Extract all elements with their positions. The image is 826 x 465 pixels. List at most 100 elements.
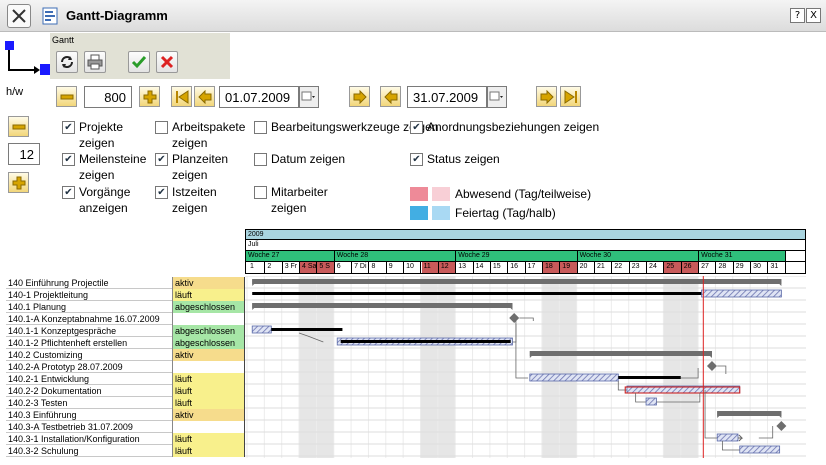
checkbox[interactable]: ✔ bbox=[62, 186, 75, 199]
task-row[interactable]: 140-1 Projektleitung läuft bbox=[6, 289, 245, 301]
start-date-input[interactable]: 01.07.2009 bbox=[219, 86, 299, 108]
close-small-button[interactable]: X bbox=[806, 8, 821, 23]
day-header: 22 bbox=[612, 262, 630, 273]
width-increase-button[interactable] bbox=[139, 86, 160, 107]
day-header: 26 bbox=[681, 262, 700, 273]
task-row[interactable]: 140.2-1 Entwicklung läuft bbox=[6, 373, 245, 385]
option-7[interactable]: Datum zeigen bbox=[254, 151, 346, 167]
width-input[interactable]: 800 bbox=[84, 86, 132, 108]
task-row[interactable]: 140.1-1 Konzeptgespräche abgeschlossen bbox=[6, 325, 245, 337]
option-label: Planzeiten zeigen bbox=[172, 152, 229, 182]
next-start-button[interactable] bbox=[349, 86, 370, 107]
task-row[interactable]: 140.3-1 Installation/Konfiguration läuft bbox=[6, 433, 245, 445]
help-button[interactable]: ? bbox=[790, 8, 805, 23]
start-date-picker[interactable] bbox=[299, 86, 319, 108]
arrow-left-icon bbox=[383, 89, 397, 104]
option-label: Mitarbeiter zeigen bbox=[271, 185, 328, 215]
option-label: Vorgänge anzeigen bbox=[79, 185, 131, 215]
prev-end-button[interactable] bbox=[380, 86, 401, 107]
summary-end bbox=[509, 303, 513, 310]
option-0[interactable]: ✔ Projekte zeigen bbox=[62, 119, 154, 151]
checkbox[interactable]: ✔ bbox=[410, 153, 423, 166]
day-header: 6 bbox=[334, 262, 353, 273]
option-6[interactable]: Bearbeitungswerkzeuge zeigen bbox=[254, 119, 454, 135]
day-header: 9 bbox=[386, 262, 405, 273]
task-row[interactable]: 140.2 Customizing aktiv bbox=[6, 349, 245, 361]
checkbox[interactable] bbox=[254, 121, 267, 134]
width-decrease-button[interactable] bbox=[56, 86, 77, 107]
window-title: Gantt-Diagramm bbox=[66, 8, 168, 23]
checkbox[interactable]: ✔ bbox=[155, 186, 168, 199]
checkbox[interactable]: ✔ bbox=[410, 121, 423, 134]
arrow-right-icon bbox=[540, 89, 554, 104]
plan-bar bbox=[251, 325, 272, 334]
option-4[interactable]: ✔ Planzeiten zeigen bbox=[155, 151, 247, 183]
checkbox[interactable]: ✔ bbox=[62, 153, 75, 166]
calendar-dropdown-icon bbox=[489, 91, 503, 101]
height-increase-button[interactable] bbox=[8, 172, 29, 193]
dependency-line bbox=[519, 317, 534, 321]
weekend-shade bbox=[680, 276, 699, 458]
prev-button[interactable] bbox=[194, 86, 215, 107]
day-header: 19 bbox=[560, 262, 578, 273]
end-date-picker[interactable] bbox=[487, 86, 507, 108]
print-button[interactable] bbox=[84, 51, 106, 73]
option-2[interactable]: ✔ Vorgänge anzeigen bbox=[62, 184, 154, 216]
task-name: 140.3 Einführung bbox=[6, 409, 173, 421]
dependency-line bbox=[298, 332, 324, 343]
task-status: abgeschlossen bbox=[173, 337, 245, 349]
task-name: 140.2 Customizing bbox=[6, 349, 173, 361]
option-3[interactable]: Arbeitspakete zeigen bbox=[155, 119, 247, 151]
cancel-button[interactable] bbox=[156, 51, 178, 73]
option-9[interactable]: ✔ Anordnungsbeziehungen zeigen bbox=[410, 119, 610, 135]
checkbox[interactable] bbox=[155, 121, 168, 134]
milestone bbox=[706, 361, 717, 371]
task-row[interactable]: 140 Einführung Projectile aktiv bbox=[6, 277, 245, 289]
task-row[interactable]: 140.3-A Testbetrieb 31.07.2009 bbox=[6, 421, 245, 433]
day-header: 27 bbox=[699, 262, 717, 273]
task-row[interactable]: 140.3-2 Schulung läuft bbox=[6, 445, 245, 457]
gantt-window-icon bbox=[40, 6, 60, 26]
first-button[interactable] bbox=[171, 86, 192, 107]
next-button[interactable] bbox=[536, 86, 557, 107]
option-5[interactable]: ✔ Istzeiten zeigen bbox=[155, 184, 247, 216]
checkbox[interactable] bbox=[254, 153, 267, 166]
dependency-line bbox=[656, 393, 701, 403]
dependency-line bbox=[721, 441, 740, 451]
day-header: 16 bbox=[508, 262, 526, 273]
absent-full-swatch bbox=[410, 187, 428, 201]
weekend-shade bbox=[316, 276, 334, 458]
last-button[interactable] bbox=[560, 86, 581, 107]
day-header: 11 bbox=[421, 262, 439, 273]
dependency-line bbox=[758, 426, 774, 439]
task-row[interactable]: 140.2-3 Testen läuft bbox=[6, 397, 245, 409]
task-row[interactable]: 140.1 Planung abgeschlossen bbox=[6, 301, 245, 313]
confirm-button[interactable] bbox=[128, 51, 150, 73]
option-1[interactable]: ✔ Meilensteine zeigen bbox=[62, 151, 154, 183]
option-label: Anordnungsbeziehungen zeigen bbox=[427, 120, 600, 134]
close-window-button[interactable] bbox=[7, 4, 31, 28]
task-status: abgeschlossen bbox=[173, 325, 245, 337]
task-row[interactable]: 140.1-A Konzeptabnahme 16.07.2009 bbox=[6, 313, 245, 325]
checkbox[interactable]: ✔ bbox=[155, 153, 168, 166]
option-8[interactable]: Mitarbeiter zeigen bbox=[254, 184, 346, 216]
task-row[interactable]: 140.2-A Prototyp 28.07.2009 bbox=[6, 361, 245, 373]
height-input[interactable]: 12 bbox=[8, 143, 40, 165]
task-name: 140.1-1 Konzeptgespräche bbox=[6, 325, 173, 337]
height-decrease-button[interactable] bbox=[8, 116, 29, 137]
checkbox[interactable]: ✔ bbox=[62, 121, 75, 134]
arrow-icon bbox=[738, 434, 744, 442]
refresh-button[interactable] bbox=[56, 51, 78, 73]
task-row[interactable]: 140.3 Einführung aktiv bbox=[6, 409, 245, 421]
option-label: Datum zeigen bbox=[271, 152, 346, 166]
skip-forward-icon bbox=[564, 89, 577, 104]
option-10[interactable]: ✔ Status zeigen bbox=[410, 151, 502, 167]
option-label: Arbeitspakete zeigen bbox=[172, 120, 246, 150]
end-date-input[interactable]: 31.07.2009 bbox=[407, 86, 487, 108]
milestone bbox=[776, 421, 787, 431]
task-status bbox=[173, 361, 245, 373]
task-row[interactable]: 140.2-2 Dokumentation läuft bbox=[6, 385, 245, 397]
checkbox[interactable] bbox=[254, 186, 267, 199]
weekend-shade bbox=[299, 276, 317, 458]
task-row[interactable]: 140.1-2 Pflichtenheft erstellen abgeschlo… bbox=[6, 337, 245, 349]
